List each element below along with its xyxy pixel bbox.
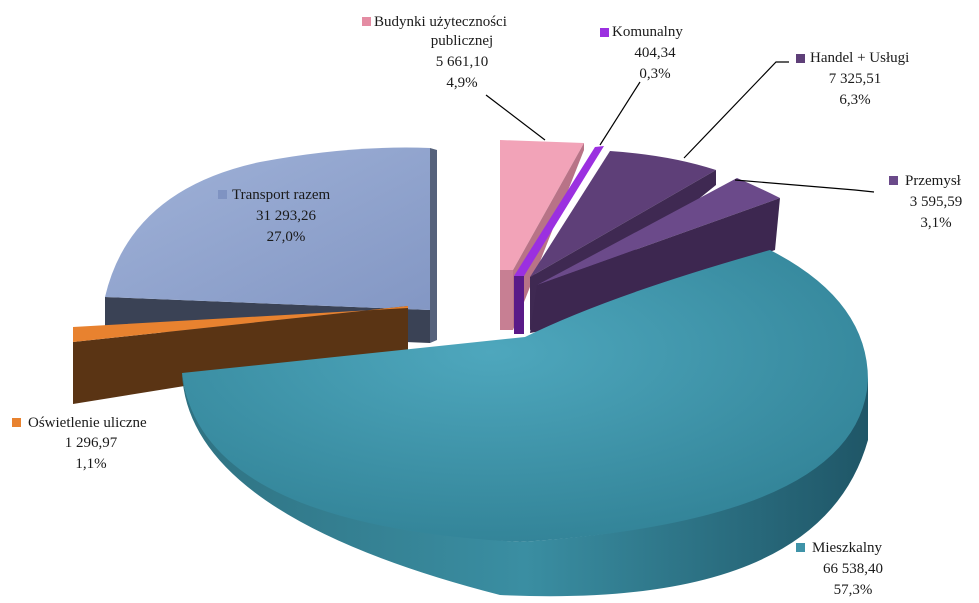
leader-handel	[683, 61, 789, 159]
legend-swatch-komunalny	[600, 28, 609, 37]
legend-swatch-oswietlenie	[12, 418, 21, 427]
label-oswietlenie-percent: 1,1%	[75, 456, 106, 472]
label-mieszkalny-name: Mieszkalny	[812, 540, 882, 556]
slice-mieszkalny	[182, 250, 868, 597]
label-transport-name: Transport razem	[232, 187, 331, 203]
label-handel-value: 7 325,51	[829, 71, 882, 87]
label-przemysl-value: 3 595,59	[910, 194, 963, 210]
label-przemysl-name: Przemysł	[905, 173, 962, 189]
label-przemysl: Przemysł 3 595,59 3,1%	[889, 173, 962, 231]
legend-swatch-budynki	[362, 17, 371, 26]
leader-budynki	[485, 94, 546, 141]
label-przemysl-percent: 3,1%	[920, 215, 951, 231]
label-budynki-value: 5 661,10	[436, 54, 489, 70]
label-oswietlenie-name: Oświetlenie uliczne	[28, 415, 147, 431]
legend-swatch-handel	[796, 54, 805, 63]
label-mieszkalny: Mieszkalny 66 538,40 57,3%	[796, 540, 883, 598]
label-budynki: Budynki użyteczności publicznej 5 661,10…	[362, 14, 507, 91]
label-budynki-name-2: publicznej	[431, 33, 493, 49]
legend-swatch-mieszkalny	[796, 543, 805, 552]
slice-oswietlenie	[73, 306, 408, 404]
label-mieszkalny-value: 66 538,40	[823, 561, 883, 577]
label-handel-name: Handel + Usługi	[810, 50, 909, 66]
label-komunalny: Komunalny 404,34 0,3%	[600, 24, 683, 82]
label-mieszkalny-percent: 57,3%	[834, 582, 873, 598]
leader-przemysl	[734, 179, 875, 193]
leader-komunalny	[599, 81, 641, 146]
label-handel: Handel + Usługi 7 325,51 6,3%	[796, 50, 909, 108]
label-budynki-name-1: Budynki użyteczności	[374, 14, 507, 30]
label-transport-value: 31 293,26	[256, 208, 317, 224]
label-komunalny-value: 404,34	[634, 45, 676, 61]
legend-swatch-przemysl	[889, 176, 898, 185]
label-komunalny-percent: 0,3%	[639, 66, 670, 82]
label-handel-percent: 6,3%	[839, 92, 870, 108]
slice-przemysl	[530, 178, 780, 333]
leader-lines	[485, 61, 875, 193]
legend-swatch-transport	[218, 190, 227, 199]
label-oswietlenie-value: 1 296,97	[65, 435, 118, 451]
label-komunalny-name: Komunalny	[612, 24, 683, 40]
label-oswietlenie: Oświetlenie uliczne 1 296,97 1,1%	[12, 415, 147, 472]
slice-komunalny	[514, 146, 604, 334]
label-budynki-percent: 4,9%	[446, 75, 477, 91]
label-transport: Transport razem 31 293,26 27,0%	[218, 187, 331, 245]
label-transport-percent: 27,0%	[267, 229, 306, 245]
